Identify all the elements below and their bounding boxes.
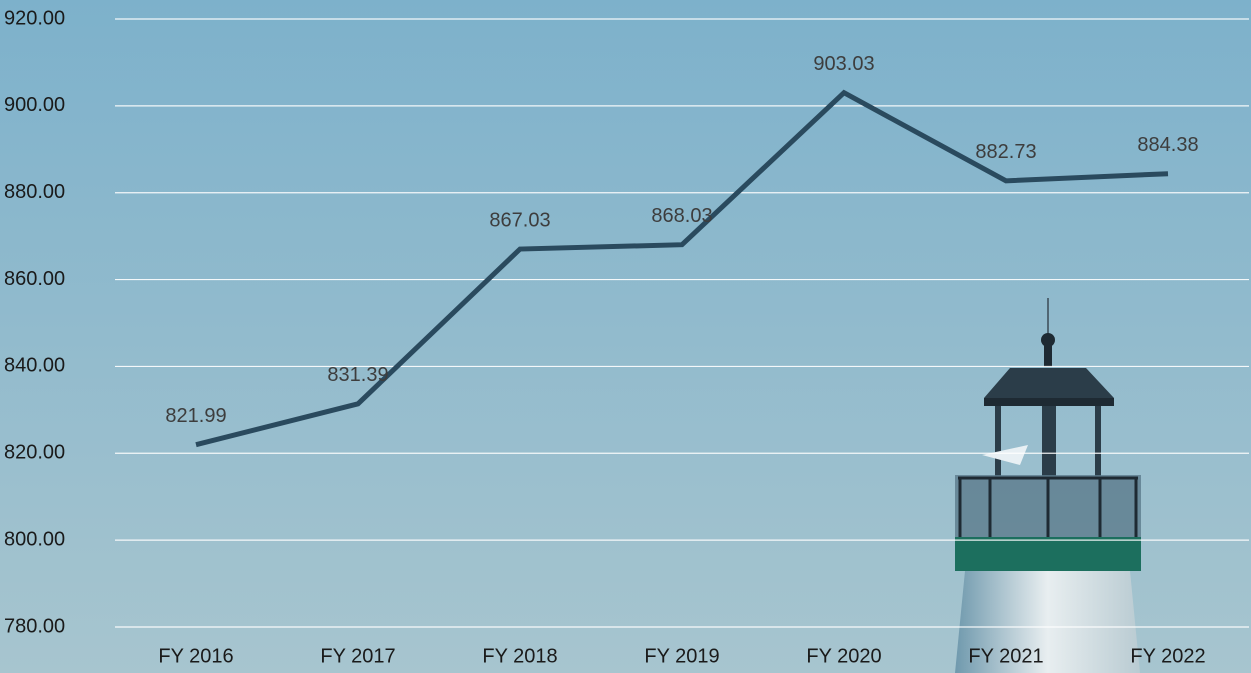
y-tick-label: 800.00 xyxy=(4,528,65,550)
data-label: 831.39 xyxy=(327,364,388,386)
line xyxy=(195,89,1169,448)
y-tick-label: 820.00 xyxy=(4,442,65,464)
y-tick-label: 920.00 xyxy=(4,7,65,29)
x-tick-label: FY 2022 xyxy=(1130,645,1205,667)
x-tick-label: FY 2020 xyxy=(806,645,881,667)
lighthouse xyxy=(955,298,1141,673)
x-tick-label: FY 2019 xyxy=(644,645,719,667)
data-label: 903.03 xyxy=(813,53,874,75)
data-label: 882.73 xyxy=(975,141,1036,163)
data-label: 868.03 xyxy=(651,205,712,227)
y-tick-label: 860.00 xyxy=(4,268,65,290)
data-label: 884.38 xyxy=(1137,134,1198,156)
x-tick-label: FY 2021 xyxy=(968,645,1043,667)
x-tick-label: FY 2016 xyxy=(158,645,233,667)
x-tick-label: FY 2017 xyxy=(320,645,395,667)
data-label: 867.03 xyxy=(489,209,550,231)
y-tick-label: 780.00 xyxy=(4,615,65,637)
y-tick-label: 900.00 xyxy=(4,94,65,116)
data-label: 821.99 xyxy=(165,405,226,427)
y-tick-label: 880.00 xyxy=(4,181,65,203)
x-tick-label: FY 2018 xyxy=(482,645,557,667)
y-tick-label: 840.00 xyxy=(4,355,65,377)
